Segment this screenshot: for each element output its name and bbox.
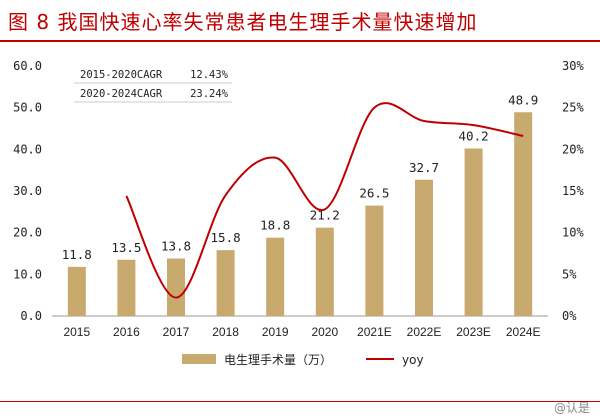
x-tick-label: 2021E <box>357 325 392 339</box>
y-left-tick-label: 40.0 <box>13 142 42 156</box>
watermark: @认是 <box>553 401 590 415</box>
y-right-tick-label: 0% <box>562 309 577 323</box>
bar <box>464 148 483 316</box>
x-tick-label: 2023E <box>456 325 491 339</box>
yoy-line-series <box>125 102 524 299</box>
y-axis-right: 0% 5% 10% 15% 20% 25% 30% <box>562 59 584 323</box>
bar <box>167 258 185 316</box>
bar <box>315 227 334 316</box>
cagr-label: 2020-2024CAGR <box>80 88 163 100</box>
bar <box>117 259 136 316</box>
bar-data-label: 21.2 <box>310 208 340 223</box>
y-right-tick-label: 10% <box>562 226 584 240</box>
legend-label-bar: 电生理手术量（万） <box>224 353 332 367</box>
y-right-tick-label: 30% <box>562 59 584 73</box>
bar <box>415 179 433 316</box>
bar-data-label: 26.5 <box>359 186 389 201</box>
y-axis-left: 0.0 10.0 20.0 30.0 40.0 50.0 60.0 <box>13 59 42 323</box>
bar-data-label: 13.5 <box>111 240 141 255</box>
cagr-table: 2015-2020CAGR 12.43% 2020-2024CAGR 23.24% <box>74 69 232 103</box>
x-tick-label: 2015 <box>63 325 90 339</box>
y-left-tick-label: 60.0 <box>13 59 42 73</box>
cagr-label: 2015-2020CAGR <box>80 69 163 81</box>
x-tick-label: 2022E <box>407 325 442 339</box>
bar-data-label: 48.9 <box>508 92 538 107</box>
yoy-line <box>125 102 524 299</box>
cagr-value: 23.24% <box>190 88 229 100</box>
y-left-tick-label: 20.0 <box>13 226 42 240</box>
chart-area: 0.0 10.0 20.0 30.0 40.0 50.0 60.0 0% 5% 10% 15% 20… <box>13 59 584 367</box>
bar <box>67 266 86 316</box>
bar-data-label: 15.8 <box>211 230 241 245</box>
legend: 电生理手术量（万） yoy <box>182 353 424 367</box>
bar-data-label: 40.2 <box>459 129 489 144</box>
bar-data-label: 32.7 <box>409 160 439 175</box>
bar-data-label: 13.8 <box>161 239 191 254</box>
bar-series <box>67 112 533 316</box>
title-underline <box>0 40 600 42</box>
bar <box>216 250 235 316</box>
x-tick-label: 2020 <box>311 325 338 339</box>
y-right-tick-label: 15% <box>562 184 584 198</box>
x-tick-label: 2018 <box>212 325 239 339</box>
bar-data-label: 18.8 <box>260 218 290 233</box>
y-left-tick-label: 30.0 <box>13 184 42 198</box>
y-right-tick-label: 5% <box>562 267 577 281</box>
bar <box>266 237 285 316</box>
y-left-tick-label: 10.0 <box>13 267 42 281</box>
x-tick-label: 2016 <box>113 325 140 339</box>
y-left-tick-label: 50.0 <box>13 101 42 115</box>
cagr-value: 12.43% <box>190 69 229 81</box>
bar <box>365 205 384 316</box>
y-right-tick-label: 20% <box>562 142 584 156</box>
x-tick-label: 2017 <box>163 325 190 339</box>
x-tick-label: 2024E <box>506 325 541 339</box>
legend-swatch-bar <box>182 354 216 364</box>
x-axis: 2015 2016 2017 2018 2019 2020 2021E 2022E 2023E 2… <box>52 315 548 339</box>
x-tick-label: 2019 <box>262 325 289 339</box>
y-left-tick-label: 0.0 <box>20 309 42 323</box>
bar-data-labels: 11.8 13.5 13.8 15.8 18.8 21.2 26.5 32.7 40.2 48.9 <box>62 92 539 262</box>
y-right-tick-label: 25% <box>562 101 584 115</box>
bar-data-label: 11.8 <box>62 247 92 262</box>
chart-title: 图 8 我国快速心率失常患者电生理手术量快速增加 <box>8 10 478 34</box>
bar <box>514 112 533 316</box>
legend-label-line: yoy <box>402 353 424 367</box>
bottom-rule <box>0 401 600 402</box>
